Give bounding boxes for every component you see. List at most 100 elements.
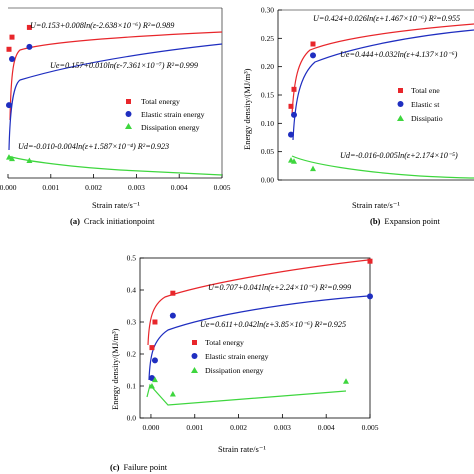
legend-dissipation-label: Dissipation energy (205, 366, 264, 375)
legend-total-label: Total energy (141, 97, 180, 106)
legend-elastic-label: Elastic strain energy (141, 110, 205, 119)
dissipation-energy-point (310, 165, 316, 172)
y-tick-label: 0.25 (261, 34, 274, 43)
dissipation-energy-point (343, 378, 349, 384)
panel-c-markers (148, 258, 373, 397)
total-energy-point (170, 290, 176, 296)
total-energy-point (26, 24, 32, 30)
elastic-energy-point (288, 131, 294, 138)
elastic-energy-point (6, 102, 12, 109)
panel-b-markers (288, 41, 316, 172)
panel-a: 0.000 0.001 0.002 0.003 0.004 0.005 U=0.153+0… (0, 7, 231, 226)
total-energy-point (310, 41, 316, 47)
legend-total-label: Total energy (205, 338, 244, 347)
panel-b-fit-elastic (292, 29, 474, 141)
panel-b-legend: Total ene Elastic st Dissipatio (397, 86, 443, 123)
legend-total-marker (126, 99, 131, 104)
x-tick-label: 0.001 (42, 183, 59, 192)
legend-elastic-label: Elastic strain energy (205, 352, 269, 361)
panel-b-eq-dissipation: Ud=-0.016-0.005ln(ε+2.174×10⁻⁵) (340, 151, 458, 160)
panel-a-legend: Total energy Elastic strain energy Dissi… (125, 97, 205, 132)
y-tick-label: 0.15 (261, 91, 274, 100)
panel-a-fit-elastic (8, 43, 223, 151)
panel-c-dissipation-line (146, 383, 347, 406)
y-tick-label: 0.0 (127, 414, 137, 423)
legend-elastic-marker (125, 111, 132, 117)
y-tick-label: 0.20 (261, 62, 274, 71)
legend-total-marker (192, 340, 197, 345)
y-tick-label: 0.3 (127, 318, 137, 327)
x-tick-label: 0.004 (318, 423, 335, 432)
panel-b-ylabel: Energy density/(MJ/m³) (242, 68, 252, 150)
panel-b-eq-total: U=0.424+0.026ln(ε+1.467×10⁻⁶) R²=0.955 (313, 14, 460, 23)
total-energy-point (291, 86, 297, 92)
panel-b-caption: (b) Expansion point (370, 216, 441, 226)
elastic-energy-point (310, 52, 316, 59)
y-tick-label: 0.10 (261, 119, 274, 128)
legend-dissipation-marker (191, 367, 198, 373)
dissipation-energy-point (169, 391, 176, 397)
panel-b-y-ticks: 0.00 0.05 0.10 0.15 0.20 0.25 0.30 (261, 6, 282, 185)
legend-elastic-label: Elastic st (411, 100, 440, 109)
total-energy-point (149, 345, 155, 351)
legend-dissipation-marker (397, 115, 404, 121)
elastic-energy-point (291, 111, 297, 118)
x-tick-label: 0.001 (186, 423, 203, 432)
panel-a-fit-dissipation (7, 155, 223, 176)
legend-elastic-marker (191, 353, 198, 359)
panel-c-xlabel: Strain rate/s⁻¹ (218, 444, 266, 454)
panel-c-fit-elastic (148, 295, 369, 381)
total-energy-point (152, 319, 158, 325)
legend-total-label: Total ene (411, 86, 440, 95)
x-tick-label: 0.005 (214, 183, 231, 192)
panel-a-eq-total: U=0.153+0.008ln(ε-2.638×10⁻⁶) R²=0.989 (30, 21, 174, 30)
panel-b-fit-dissipation (291, 155, 474, 179)
legend-total-marker (398, 88, 403, 93)
panel-c-eq-elastic: Ue=0.611+0.042ln(ε+3.85×10⁻⁶) R²=0.925 (200, 320, 346, 329)
x-tick-label: 0.004 (171, 183, 188, 192)
panel-c-frame (139, 257, 371, 419)
x-tick-label: 0.005 (362, 423, 379, 432)
panel-c-fit-total (147, 259, 369, 346)
dissipation-energy-point (26, 157, 33, 164)
y-tick-label: 0.30 (261, 6, 274, 15)
x-tick-label: 0.003 (128, 183, 145, 192)
legend-dissipation-label: Dissipation energy (141, 123, 200, 132)
x-tick-label: 0.002 (85, 183, 102, 192)
elastic-energy-point (9, 56, 15, 62)
total-energy-point (9, 34, 15, 40)
legend-dissipation-marker (125, 123, 132, 129)
dissipation-energy-point (6, 154, 12, 160)
panel-b-eq-elastic: Ue=0.444+0.032ln(ε+4.137×10⁻⁶) (340, 50, 458, 59)
x-tick-label: 0.003 (274, 423, 291, 432)
panel-b-xlabel: Strain rate/s⁻¹ (352, 200, 400, 210)
dissipation-energy-point (148, 383, 155, 389)
y-tick-label: 0.00 (261, 176, 274, 185)
legend-dissipation-label: Dissipatio (411, 114, 443, 123)
panel-a-xlabel: Strain rate/s⁻¹ (92, 200, 140, 210)
panel-c-eq-total: U=0.707+0.041ln(ε+2.24×10⁻⁶) R²=0.999 (208, 283, 351, 292)
panel-b-fit-total (291, 23, 474, 116)
panel-c-ticks: 0.000 0.001 0.002 0.003 0.004 0.005 0.0 0.1 0.2 0… (127, 254, 379, 433)
panel-a-fit-total (9, 31, 223, 121)
dissipation-energy-point (151, 376, 158, 383)
elastic-energy-point (151, 357, 158, 364)
panel-a-x-ticks: 0.000 0.001 0.002 0.003 0.004 0.005 (0, 174, 231, 192)
total-energy-point (367, 258, 373, 264)
panel-b: 0.00 0.05 0.10 0.15 0.20 0.25 0.30 U=0.424+0.0… (242, 6, 474, 226)
dissipation-energy-point (291, 158, 297, 164)
x-tick-label: 0.000 (143, 423, 160, 432)
elastic-energy-point (367, 293, 373, 300)
panel-a-caption: (a) Crack initiationpoint (70, 216, 155, 226)
total-energy-point (288, 103, 294, 109)
legend-elastic-marker (397, 101, 404, 107)
panel-a-markers (6, 24, 33, 164)
panel-a-eq-elastic: Ue=0.157+0.010ln(ε-7.361×10⁻⁷) R²=0.999 (50, 61, 198, 70)
panel-c-caption: (c) Failure point (110, 462, 168, 472)
y-tick-label: 0.5 (127, 254, 137, 263)
y-tick-label: 0.4 (127, 286, 137, 295)
dissipation-energy-point (9, 155, 15, 162)
elastic-energy-point (26, 43, 33, 50)
y-tick-label: 0.1 (127, 382, 137, 391)
